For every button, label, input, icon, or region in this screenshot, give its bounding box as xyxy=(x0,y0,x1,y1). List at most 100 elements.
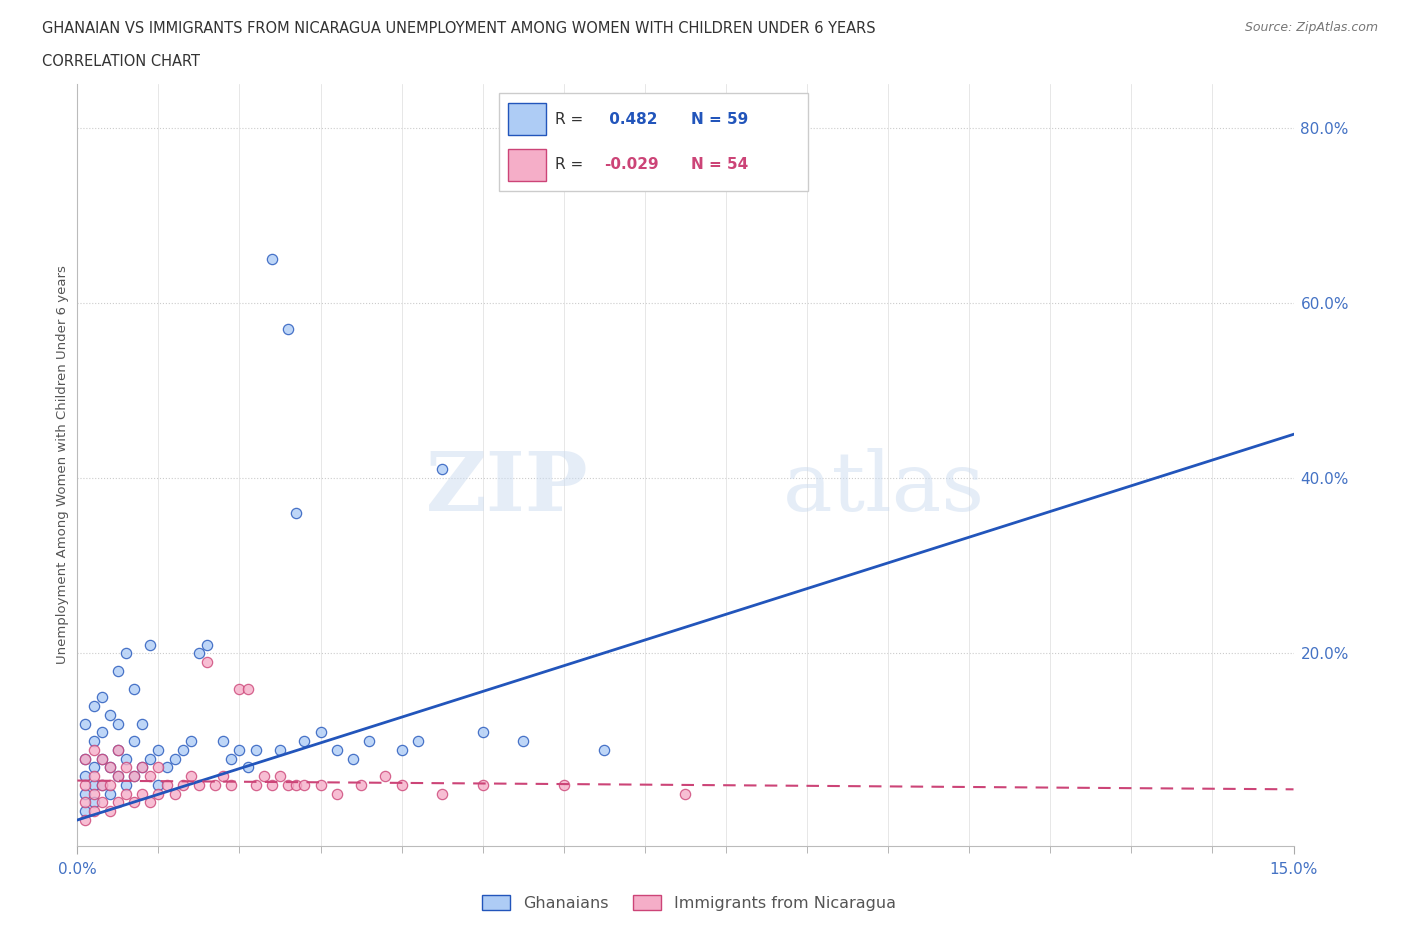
Point xyxy=(90,751,112,766)
Point xyxy=(107,663,129,678)
Point xyxy=(163,751,186,766)
Text: -0.029: -0.029 xyxy=(605,157,659,172)
Point xyxy=(228,742,250,757)
Point xyxy=(260,777,283,792)
Point xyxy=(139,769,162,784)
Point xyxy=(83,698,105,713)
Text: CORRELATION CHART: CORRELATION CHART xyxy=(42,54,200,69)
Point xyxy=(98,804,121,818)
Point xyxy=(391,742,413,757)
Point xyxy=(122,681,145,696)
Point xyxy=(75,804,97,818)
Point xyxy=(180,769,202,784)
Point xyxy=(75,769,97,784)
Text: R =: R = xyxy=(555,112,588,126)
Point xyxy=(432,462,454,477)
Point xyxy=(359,734,381,749)
Point xyxy=(83,795,105,810)
Point xyxy=(155,777,177,792)
Point xyxy=(98,786,121,801)
Point xyxy=(122,795,145,810)
Point xyxy=(107,795,129,810)
Y-axis label: Unemployment Among Women with Children Under 6 years: Unemployment Among Women with Children U… xyxy=(56,266,69,664)
Point xyxy=(75,813,97,828)
Point xyxy=(253,769,276,784)
Point xyxy=(553,777,575,792)
Point xyxy=(75,716,97,731)
Point xyxy=(277,777,299,792)
Point xyxy=(155,760,177,775)
Point xyxy=(285,777,308,792)
Point xyxy=(90,777,112,792)
Point xyxy=(107,742,129,757)
Point xyxy=(90,690,112,705)
Point xyxy=(172,777,194,792)
Point xyxy=(148,742,170,757)
Point xyxy=(163,786,186,801)
Point xyxy=(326,786,349,801)
Point xyxy=(98,708,121,723)
Text: atlas: atlas xyxy=(783,448,984,528)
Text: ZIP: ZIP xyxy=(426,448,588,528)
FancyBboxPatch shape xyxy=(499,93,808,191)
Point xyxy=(98,777,121,792)
Bar xyxy=(509,103,546,135)
Point xyxy=(131,786,153,801)
Point xyxy=(471,777,494,792)
Point xyxy=(107,769,129,784)
Point xyxy=(83,760,105,775)
Point xyxy=(122,734,145,749)
Point xyxy=(122,769,145,784)
Text: N = 59: N = 59 xyxy=(690,112,748,126)
Point xyxy=(148,786,170,801)
Point xyxy=(285,506,308,521)
Text: 0.482: 0.482 xyxy=(605,112,658,126)
Point xyxy=(269,742,291,757)
Point xyxy=(115,646,138,661)
Point xyxy=(83,777,105,792)
Point xyxy=(131,716,153,731)
Point xyxy=(75,751,97,766)
Point xyxy=(107,716,129,731)
Point xyxy=(212,734,235,749)
Point xyxy=(90,777,112,792)
Point xyxy=(83,786,105,801)
Point xyxy=(221,777,243,792)
Point xyxy=(75,777,97,792)
Point xyxy=(675,786,697,801)
Point xyxy=(188,777,211,792)
Text: Source: ZipAtlas.com: Source: ZipAtlas.com xyxy=(1244,21,1378,34)
Point xyxy=(83,734,105,749)
Point xyxy=(391,777,413,792)
Point xyxy=(195,655,218,670)
Point xyxy=(350,777,373,792)
Point xyxy=(245,777,267,792)
Point xyxy=(471,724,494,739)
Point xyxy=(98,760,121,775)
Point xyxy=(75,786,97,801)
Point xyxy=(236,760,259,775)
Point xyxy=(593,742,616,757)
Point xyxy=(115,760,138,775)
Point xyxy=(75,795,97,810)
Point xyxy=(90,724,112,739)
Point xyxy=(228,681,250,696)
Point xyxy=(374,769,396,784)
Bar xyxy=(509,149,546,180)
Point xyxy=(309,724,332,739)
Point xyxy=(342,751,364,766)
Point xyxy=(236,681,259,696)
Point xyxy=(131,760,153,775)
Point xyxy=(195,637,218,652)
Point xyxy=(204,777,226,792)
Point xyxy=(98,760,121,775)
Point xyxy=(107,769,129,784)
Point xyxy=(188,646,211,661)
Point xyxy=(269,769,291,784)
Point xyxy=(245,742,267,757)
Point xyxy=(432,786,454,801)
Point xyxy=(83,769,105,784)
Point xyxy=(172,742,194,757)
Point xyxy=(326,742,349,757)
Point xyxy=(139,637,162,652)
